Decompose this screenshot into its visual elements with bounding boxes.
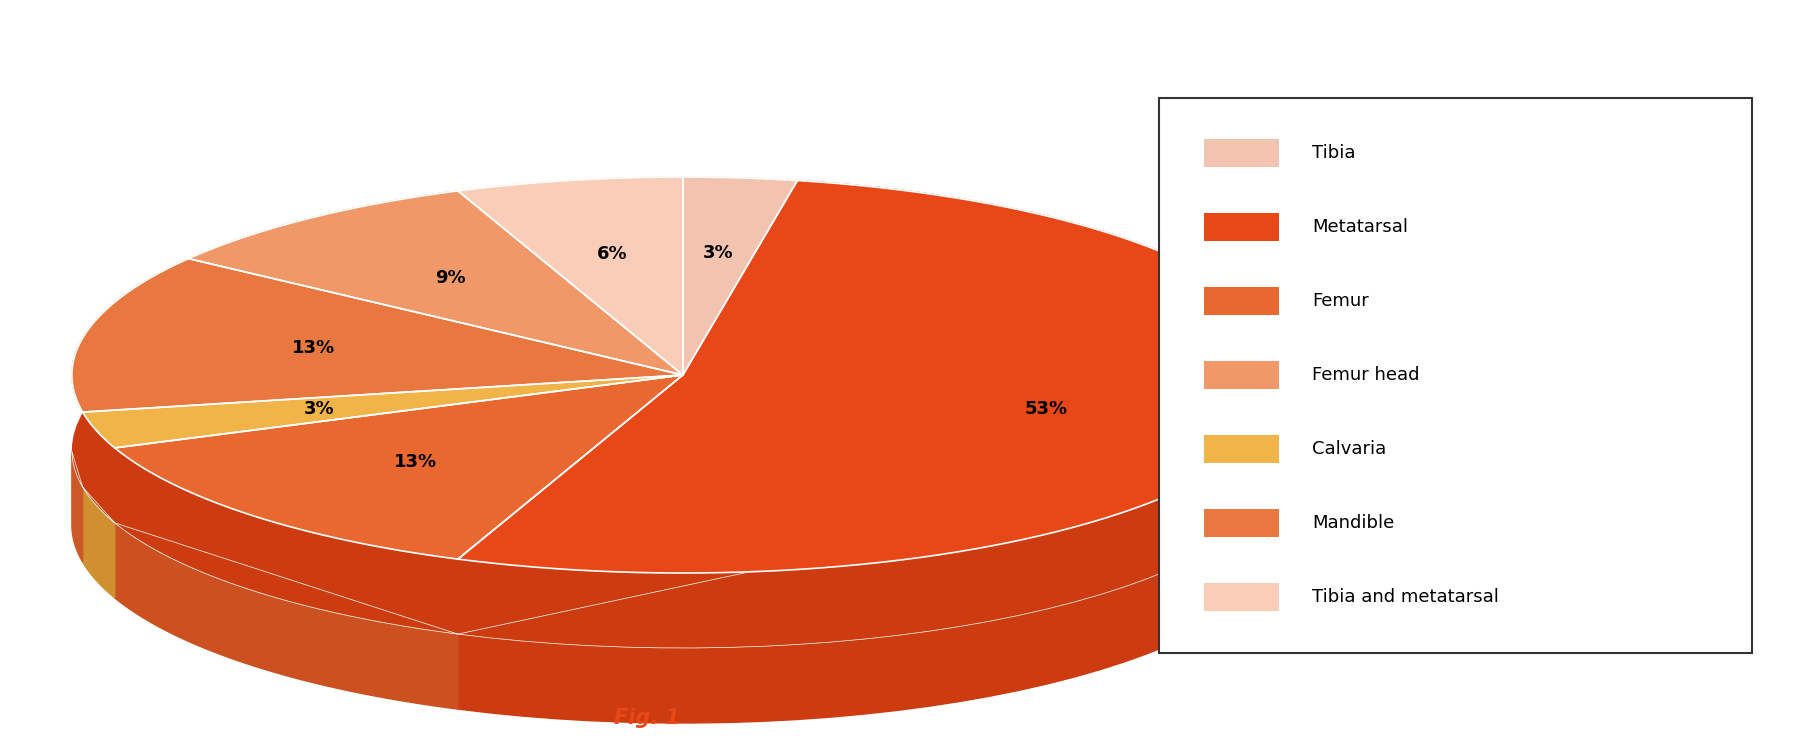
Polygon shape xyxy=(72,259,683,412)
FancyBboxPatch shape xyxy=(1204,509,1279,537)
Text: 13%: 13% xyxy=(394,453,437,471)
Polygon shape xyxy=(189,191,683,375)
Ellipse shape xyxy=(72,252,1294,648)
FancyBboxPatch shape xyxy=(1159,98,1752,652)
Polygon shape xyxy=(458,181,1294,573)
FancyBboxPatch shape xyxy=(1204,583,1279,611)
Polygon shape xyxy=(115,375,683,559)
Polygon shape xyxy=(83,487,115,598)
Text: 3%: 3% xyxy=(304,400,334,418)
Polygon shape xyxy=(72,452,83,562)
Text: 9%: 9% xyxy=(435,269,465,287)
Text: 6%: 6% xyxy=(597,245,627,263)
FancyBboxPatch shape xyxy=(1204,213,1279,242)
Text: 53%: 53% xyxy=(1024,400,1067,418)
FancyBboxPatch shape xyxy=(1204,139,1279,167)
Polygon shape xyxy=(458,456,1294,723)
Polygon shape xyxy=(115,523,458,709)
FancyBboxPatch shape xyxy=(1204,435,1279,463)
Polygon shape xyxy=(458,177,683,375)
Polygon shape xyxy=(83,375,683,448)
Polygon shape xyxy=(683,177,798,375)
Text: 13%: 13% xyxy=(291,339,334,357)
Text: 3%: 3% xyxy=(703,244,733,262)
Text: Tibia and metatarsal: Tibia and metatarsal xyxy=(1312,588,1499,606)
Text: Femur head: Femur head xyxy=(1312,366,1420,384)
Text: Fig. 1: Fig. 1 xyxy=(615,707,679,728)
Text: Mandible: Mandible xyxy=(1312,514,1394,532)
FancyBboxPatch shape xyxy=(1204,286,1279,315)
Text: Tibia: Tibia xyxy=(1312,144,1355,162)
Text: Metatarsal: Metatarsal xyxy=(1312,218,1407,236)
Text: Femur: Femur xyxy=(1312,292,1369,310)
Text: Calvaria: Calvaria xyxy=(1312,440,1385,458)
FancyBboxPatch shape xyxy=(1204,361,1279,389)
